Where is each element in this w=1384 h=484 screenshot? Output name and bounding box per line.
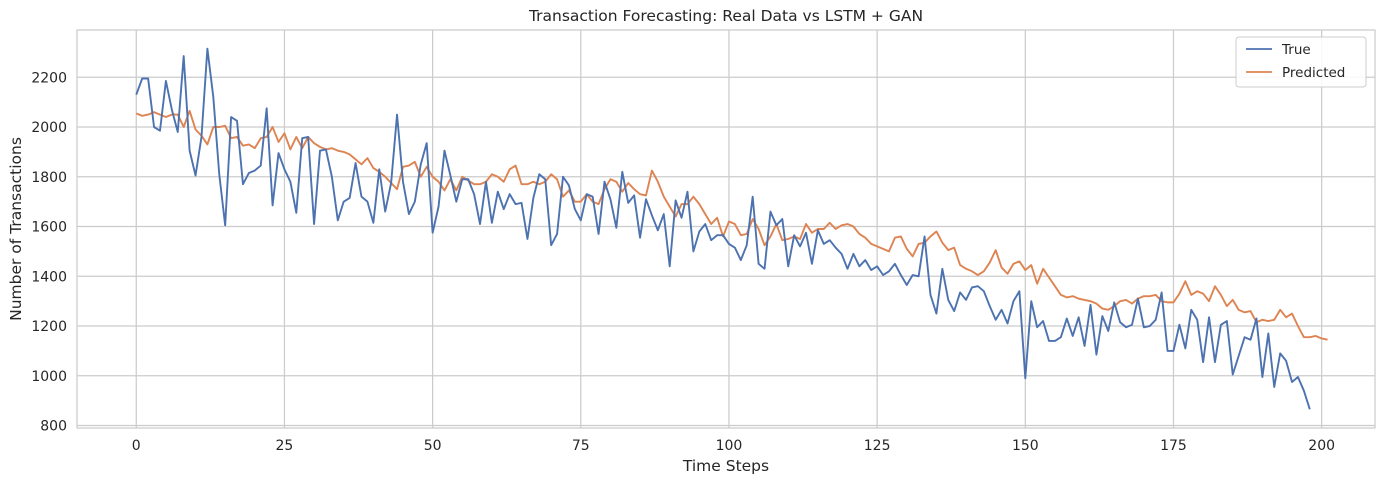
series-lines xyxy=(135,47,1328,410)
x-axis-label: Time Steps xyxy=(682,457,769,475)
y-tick-label: 1000 xyxy=(31,369,67,385)
y-tick-label: 1600 xyxy=(31,220,67,236)
y-tick-label: 2000 xyxy=(31,120,67,136)
x-tick-label: 25 xyxy=(276,438,294,454)
series-line-true xyxy=(135,47,1311,410)
y-tick-label: 800 xyxy=(40,419,67,435)
y-axis-label: Number of Transactions xyxy=(7,137,25,321)
y-tick-label: 1400 xyxy=(31,269,67,285)
y-tick-label: 1800 xyxy=(31,170,67,186)
legend-label-predicted: Predicted xyxy=(1282,65,1345,81)
x-tick-label: 200 xyxy=(1308,438,1335,454)
x-axis-ticks: 0 25 50 75 100 125 150 175 200 xyxy=(132,438,1335,454)
x-tick-label: 100 xyxy=(716,438,743,454)
y-tick-label: 2200 xyxy=(31,70,67,86)
y-tick-label: 1200 xyxy=(31,319,67,335)
x-tick-label: 125 xyxy=(864,438,891,454)
legend: True Predicted xyxy=(1235,36,1367,88)
chart-title: Transaction Forecasting: Real Data vs LS… xyxy=(528,7,923,25)
x-tick-label: 150 xyxy=(1012,438,1039,454)
x-tick-label: 175 xyxy=(1160,438,1187,454)
x-tick-label: 75 xyxy=(572,438,590,454)
plot-frame xyxy=(76,29,1376,429)
legend-label-true: True xyxy=(1281,42,1311,58)
y-axis-ticks: 800 1000 1200 1400 1600 1800 2000 2200 xyxy=(31,70,67,434)
x-tick-label: 50 xyxy=(424,438,442,454)
x-tick-label: 0 xyxy=(132,438,141,454)
series-line-predicted xyxy=(135,109,1328,341)
